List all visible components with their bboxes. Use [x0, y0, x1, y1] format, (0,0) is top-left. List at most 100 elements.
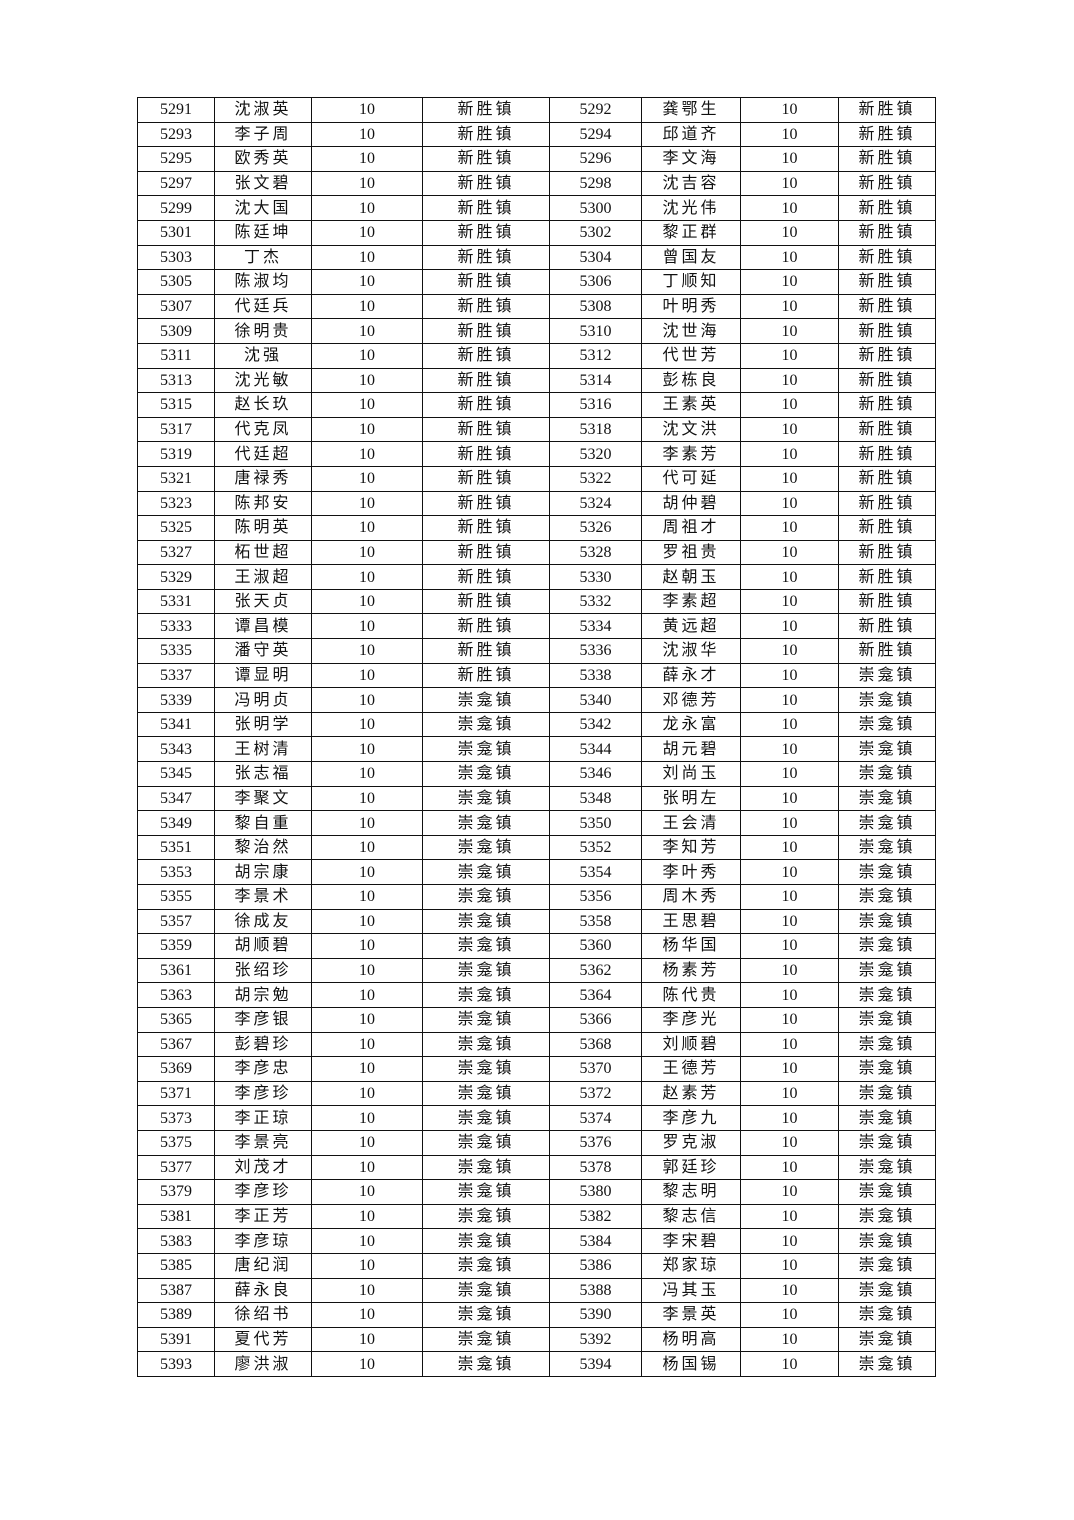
amount-cell: 10 — [740, 613, 839, 640]
id-cell: 5309 — [137, 318, 215, 344]
name-cell: 代廷兵 — [214, 293, 312, 320]
id-cell: 5393 — [137, 1351, 215, 1377]
name-cell: 李彦忠 — [214, 1056, 312, 1082]
amount-cell: 10 — [311, 564, 423, 590]
town-cell: 崇龛镇 — [422, 982, 550, 1008]
table-row: 5367 彭碧珍 10 崇龛镇 5368 刘顺碧 10 崇龛镇 — [137, 1031, 936, 1058]
amount-cell: 10 — [311, 1351, 423, 1377]
name-cell: 王德芳 — [641, 1056, 741, 1082]
id-cell: 5293 — [137, 121, 215, 148]
table-row: 5345 张志福 10 崇龛镇 5346 刘尚玉 10 崇龛镇 — [137, 761, 936, 787]
id-cell: 5311 — [137, 342, 215, 369]
id-cell: 5389 — [137, 1302, 215, 1328]
amount-cell: 10 — [740, 1302, 839, 1328]
name-cell: 丁顺知 — [641, 269, 741, 295]
name-cell: 杨华国 — [641, 933, 741, 959]
table-row: 5313 沈光敏 10 新胜镇 5314 彭栋良 10 新胜镇 — [137, 367, 936, 394]
name-cell: 罗祖贵 — [641, 539, 741, 566]
id-cell: 5354 — [549, 859, 642, 885]
amount-cell: 10 — [311, 1228, 423, 1254]
town-cell: 新胜镇 — [838, 367, 936, 394]
id-cell: 5371 — [137, 1080, 215, 1107]
town-cell: 崇龛镇 — [422, 1105, 550, 1131]
id-cell: 5332 — [549, 588, 642, 615]
amount-cell: 10 — [740, 711, 839, 738]
id-cell: 5362 — [549, 957, 642, 984]
id-cell: 5382 — [549, 1203, 642, 1230]
id-cell: 5338 — [549, 662, 642, 689]
amount-cell: 10 — [311, 1302, 423, 1328]
table-row: 5319 代廷超 10 新胜镇 5320 李素芳 10 新胜镇 — [137, 441, 936, 467]
name-cell: 李彦琼 — [214, 1228, 312, 1254]
amount-cell: 10 — [311, 244, 423, 271]
name-cell: 李景英 — [641, 1302, 741, 1328]
amount-cell: 10 — [311, 539, 423, 566]
town-cell: 新胜镇 — [422, 662, 550, 689]
table-row: 5337 谭显明 10 新胜镇 5338 薛永才 10 崇龛镇 — [137, 662, 936, 689]
table-row: 5369 李彦忠 10 崇龛镇 5370 王德芳 10 崇龛镇 — [137, 1056, 936, 1082]
town-cell: 崇龛镇 — [422, 834, 550, 861]
id-cell: 5317 — [137, 416, 215, 443]
table-row: 5327 柘世超 10 新胜镇 5328 罗祖贵 10 新胜镇 — [137, 539, 936, 566]
table-row: 5333 谭昌模 10 新胜镇 5334 黄远超 10 新胜镇 — [137, 613, 936, 640]
amount-cell: 10 — [740, 1277, 839, 1304]
table-row: 5361 张绍珍 10 崇龛镇 5362 杨素芳 10 崇龛镇 — [137, 957, 936, 984]
amount-cell: 10 — [311, 908, 423, 935]
table-row: 5349 黎自重 10 崇龛镇 5350 王会清 10 崇龛镇 — [137, 810, 936, 836]
name-cell: 邓德芳 — [641, 687, 741, 713]
town-cell: 新胜镇 — [422, 638, 550, 664]
town-cell: 崇龛镇 — [422, 810, 550, 836]
id-cell: 5326 — [549, 515, 642, 541]
name-cell: 赵素芳 — [641, 1080, 741, 1107]
id-cell: 5355 — [137, 884, 215, 910]
amount-cell: 10 — [311, 97, 423, 123]
name-cell: 柘世超 — [214, 539, 312, 566]
table-row: 5325 陈明英 10 新胜镇 5326 周祖才 10 新胜镇 — [137, 515, 936, 541]
id-cell: 5334 — [549, 613, 642, 640]
amount-cell: 10 — [311, 1129, 423, 1156]
amount-cell: 10 — [311, 1203, 423, 1230]
town-cell: 新胜镇 — [838, 97, 936, 123]
amount-cell: 10 — [311, 785, 423, 812]
table-row: 5377 刘茂才 10 崇龛镇 5378 郭廷珍 10 崇龛镇 — [137, 1154, 936, 1181]
id-cell: 5331 — [137, 588, 215, 615]
amount-cell: 10 — [311, 195, 423, 221]
id-cell: 5316 — [549, 392, 642, 418]
name-cell: 李子周 — [214, 121, 312, 148]
town-cell: 新胜镇 — [838, 515, 936, 541]
id-cell: 5384 — [549, 1228, 642, 1254]
name-cell: 胡宗勉 — [214, 982, 312, 1008]
id-cell: 5327 — [137, 539, 215, 566]
amount-cell: 10 — [311, 1154, 423, 1181]
table-row: 5379 李彦珍 10 崇龛镇 5380 黎志明 10 崇龛镇 — [137, 1179, 936, 1205]
town-cell: 新胜镇 — [422, 318, 550, 344]
town-cell: 崇龛镇 — [422, 908, 550, 935]
id-cell: 5352 — [549, 834, 642, 861]
id-cell: 5387 — [137, 1277, 215, 1304]
name-cell: 代克凤 — [214, 416, 312, 443]
amount-cell: 10 — [740, 490, 839, 517]
town-cell: 新胜镇 — [838, 269, 936, 295]
amount-cell: 10 — [740, 146, 839, 172]
id-cell: 5374 — [549, 1105, 642, 1131]
town-cell: 新胜镇 — [422, 539, 550, 566]
id-cell: 5348 — [549, 785, 642, 812]
amount-cell: 10 — [740, 933, 839, 959]
town-cell: 崇龛镇 — [838, 1302, 936, 1328]
id-cell: 5342 — [549, 711, 642, 738]
amount-cell: 10 — [740, 884, 839, 910]
amount-cell: 10 — [311, 834, 423, 861]
town-cell: 新胜镇 — [838, 244, 936, 271]
name-cell: 李正芳 — [214, 1203, 312, 1230]
town-cell: 新胜镇 — [422, 219, 550, 246]
town-cell: 崇龛镇 — [422, 1056, 550, 1082]
amount-cell: 10 — [311, 662, 423, 689]
name-cell: 郑家琼 — [641, 1252, 741, 1279]
id-cell: 5359 — [137, 933, 215, 959]
town-cell: 新胜镇 — [422, 613, 550, 640]
id-cell: 5378 — [549, 1154, 642, 1181]
table-row: 5297 张文碧 10 新胜镇 5298 沈吉容 10 新胜镇 — [137, 170, 936, 197]
id-cell: 5337 — [137, 662, 215, 689]
id-cell: 5310 — [549, 318, 642, 344]
town-cell: 崇龛镇 — [422, 957, 550, 984]
